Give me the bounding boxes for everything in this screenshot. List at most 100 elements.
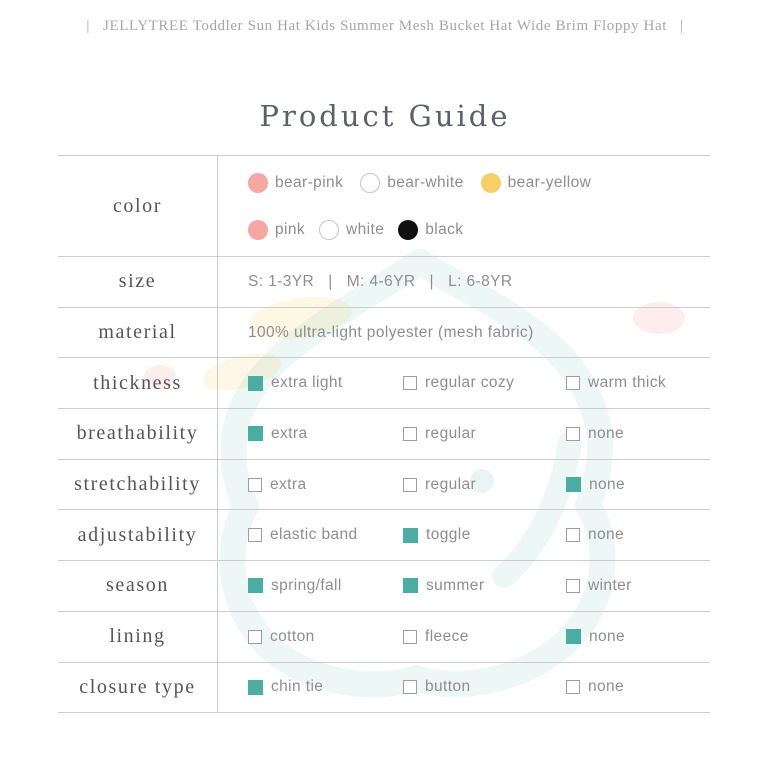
row-label-thickness: thickness bbox=[58, 358, 218, 409]
option-spring-fall: spring/fall bbox=[248, 577, 403, 595]
spec-row-adjustability: adjustability elastic band toggle none bbox=[58, 509, 710, 561]
option-extra: extra bbox=[248, 425, 403, 443]
row-label-breathability: breathability bbox=[58, 409, 218, 459]
option-summer: summer bbox=[403, 577, 566, 595]
checkbox-unchecked-icon bbox=[403, 376, 417, 391]
checkbox-unchecked-icon bbox=[248, 629, 262, 644]
checkbox-checked-icon bbox=[403, 527, 418, 543]
option-regular-cozy: regular cozy bbox=[403, 374, 566, 392]
checkbox-unchecked-icon bbox=[403, 629, 417, 644]
option-none: none bbox=[566, 425, 710, 443]
swatch-label: bear-yellow bbox=[507, 173, 592, 191]
checkbox-unchecked-icon bbox=[566, 528, 580, 543]
option-label: regular bbox=[425, 424, 477, 442]
row-label-season: season bbox=[58, 561, 218, 611]
option-extra: extra bbox=[248, 476, 403, 494]
spec-row-size: size S: 1-3YR | M: 4-6YR | L: 6-8YR bbox=[58, 256, 710, 307]
checkbox-unchecked-icon bbox=[403, 680, 417, 695]
option-label: extra bbox=[270, 475, 307, 493]
checkbox-checked-icon bbox=[403, 578, 418, 594]
row-values-lining: cotton fleece none bbox=[218, 612, 710, 662]
option-label: extra light bbox=[271, 374, 343, 392]
color-option-bear-pink: bear-pink bbox=[248, 172, 344, 193]
option-none: none bbox=[566, 476, 710, 494]
option-label: chin tie bbox=[271, 678, 324, 696]
row-label-material: material bbox=[58, 307, 218, 358]
checkbox-unchecked-icon bbox=[566, 376, 580, 391]
row-label-size: size bbox=[58, 257, 218, 307]
option-label: elastic band bbox=[270, 526, 358, 544]
row-values-material: 100% ultra-light polyester (mesh fabric) bbox=[248, 323, 534, 341]
spec-row-season: season spring/fall summer winter bbox=[58, 560, 710, 611]
row-values-size: S: 1-3YR | M: 4-6YR | L: 6-8YR bbox=[248, 272, 513, 290]
option-label: none bbox=[588, 678, 625, 696]
checkbox-unchecked-icon bbox=[566, 680, 580, 695]
swatch-label: pink bbox=[275, 220, 306, 238]
row-values-season: spring/fall summer winter bbox=[218, 561, 710, 611]
row-label-lining: lining bbox=[58, 611, 218, 662]
option-elastic-band: elastic band bbox=[248, 526, 403, 544]
color-option-white: white bbox=[319, 219, 385, 240]
option-label: none bbox=[588, 424, 625, 442]
row-label-adjustability: adjustability bbox=[58, 510, 218, 561]
checkbox-unchecked-icon bbox=[566, 426, 580, 441]
pink-swatch-icon bbox=[248, 172, 268, 193]
checkbox-unchecked-icon bbox=[566, 578, 580, 593]
spec-row-lining: lining cotton fleece none bbox=[58, 610, 710, 662]
pink-swatch-icon bbox=[248, 219, 268, 240]
color-option-bear-yellow: bear-yellow bbox=[480, 172, 592, 193]
row-values-color: bear-pink bear-white bear-yellow pink white b… bbox=[218, 156, 710, 256]
option-label: none bbox=[589, 475, 626, 493]
white-swatch-icon bbox=[319, 219, 340, 240]
row-label-stretchability: stretchability bbox=[58, 459, 218, 510]
option-label: fleece bbox=[425, 627, 469, 645]
swatch-label: bear-white bbox=[387, 173, 464, 191]
checkbox-checked-icon bbox=[248, 426, 263, 442]
white-swatch-icon bbox=[360, 172, 381, 193]
row-label-color: color bbox=[58, 156, 218, 256]
spec-table: color bear-pink bear-white bear-yellow pink w… bbox=[58, 155, 710, 714]
option-extra-light: extra light bbox=[248, 374, 403, 392]
option-label: winter bbox=[588, 576, 632, 594]
color-option-pink: pink bbox=[248, 219, 306, 240]
spec-row-stretchability: stretchability extra regular none bbox=[58, 458, 710, 510]
spec-row-closure-type: closure type chin tie button none bbox=[58, 661, 710, 713]
option-label: toggle bbox=[426, 526, 471, 544]
checkbox-checked-icon bbox=[248, 679, 263, 695]
spec-row-color: color bear-pink bear-white bear-yellow pink w… bbox=[58, 155, 710, 256]
checkbox-unchecked-icon bbox=[403, 477, 417, 492]
swatch-line-1: bear-pink bear-white bear-yellow bbox=[248, 172, 710, 193]
checkbox-unchecked-icon bbox=[248, 528, 262, 543]
option-regular: regular bbox=[403, 476, 566, 494]
row-values-thickness: extra light regular cozy warm thick bbox=[218, 358, 710, 408]
option-winter: winter bbox=[566, 577, 710, 595]
swatch-label: white bbox=[346, 220, 385, 238]
option-none: none bbox=[566, 526, 710, 544]
option-label: regular cozy bbox=[425, 374, 515, 392]
swatch-label: bear-pink bbox=[275, 173, 344, 191]
option-label: warm thick bbox=[588, 374, 667, 392]
spec-row-thickness: thickness extra light regular cozy warm thi… bbox=[58, 357, 710, 409]
option-none: none bbox=[566, 678, 710, 696]
option-none: none bbox=[566, 628, 710, 646]
checkbox-checked-icon bbox=[248, 578, 263, 594]
listing-title: | JELLYTREE Toddler Sun Hat Kids Summer … bbox=[86, 18, 684, 34]
row-values-adjustability: elastic band toggle none bbox=[218, 510, 710, 560]
spec-row-breathability: breathability extra regular none bbox=[58, 408, 710, 459]
option-label: button bbox=[425, 678, 471, 696]
option-label: spring/fall bbox=[271, 576, 342, 594]
option-label: extra bbox=[271, 424, 308, 442]
option-toggle: toggle bbox=[403, 526, 566, 544]
spec-row-material: material 100% ultra-light polyester (mesh… bbox=[58, 306, 710, 358]
black-swatch-icon bbox=[398, 219, 419, 240]
swatch-line-2: pink white black bbox=[248, 219, 710, 240]
yellow-swatch-icon bbox=[480, 172, 501, 193]
checkbox-checked-icon bbox=[248, 375, 263, 391]
row-values-breathability: extra regular none bbox=[218, 409, 710, 459]
color-option-black: black bbox=[398, 219, 463, 240]
color-option-bear-white: bear-white bbox=[360, 172, 464, 193]
option-cotton: cotton bbox=[248, 628, 403, 646]
checkbox-unchecked-icon bbox=[403, 426, 417, 441]
row-values-closure-type: chin tie button none bbox=[218, 663, 710, 713]
